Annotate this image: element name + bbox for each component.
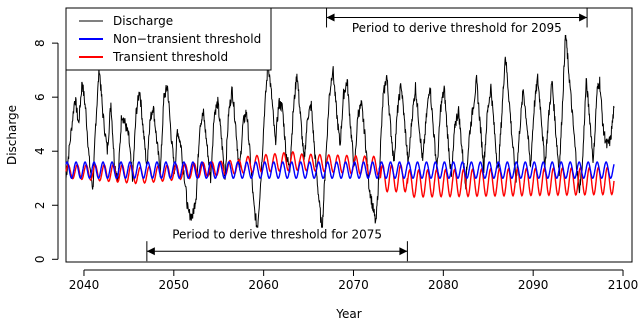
x-tick-label: 2050 [159,278,190,292]
legend-label: Non−transient threshold [113,32,261,46]
y-tick-label: 6 [33,93,47,101]
legend-label: Discharge [113,14,173,28]
period-arrow-left [146,247,155,256]
x-axis-label: Year [335,307,361,321]
period-label-bg [341,20,572,35]
x-tick-label: 2060 [248,278,279,292]
y-tick-label: 0 [33,255,47,263]
y-axis-label: Discharge [5,105,19,165]
legend: Discharge Non−transient threshold Transien… [65,7,272,71]
non-transient-threshold-line [65,161,615,180]
x-tick-label: 2070 [338,278,369,292]
x-tick-label: 2080 [428,278,459,292]
period-arrow-right [579,13,588,22]
period-arrow-right [399,247,408,256]
y-tick-label: 8 [33,39,47,47]
x-tick-label: 2040 [69,278,100,292]
series-layer [65,28,615,237]
annotation-layer: Period to derive threshold for 2095 Perio… [146,7,588,262]
transient-threshold-line [65,150,615,199]
period-label: Period to derive threshold for 2075 [172,228,382,242]
axis-layer: 2040 2050 2060 2070 2080 2090 2100 0 2 4 6 8 [33,39,638,292]
period-label: Period to derive threshold for 2095 [352,21,562,35]
period-arrow-left [326,13,335,22]
y-tick-label: 4 [33,147,47,155]
period-label-bg [162,227,393,242]
x-tick-label: 2090 [518,278,549,292]
legend-label: Transient threshold [112,50,228,64]
y-tick-label: 2 [33,201,47,209]
x-tick-label: 2100 [608,278,639,292]
discharge-line [65,28,615,237]
